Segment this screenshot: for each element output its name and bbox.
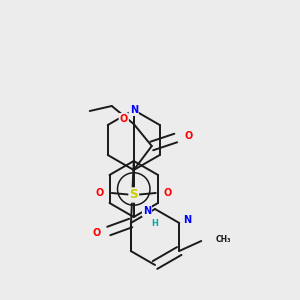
Text: O: O <box>96 188 104 198</box>
Text: S: S <box>130 188 138 202</box>
Text: O: O <box>184 131 193 141</box>
Text: N: N <box>130 105 138 115</box>
Text: N: N <box>183 215 191 225</box>
Text: CH₃: CH₃ <box>215 235 231 244</box>
Text: O: O <box>93 228 101 238</box>
Text: N: N <box>143 206 151 216</box>
Text: O: O <box>164 188 172 198</box>
Text: O: O <box>120 114 128 124</box>
Text: H: H <box>152 218 158 227</box>
